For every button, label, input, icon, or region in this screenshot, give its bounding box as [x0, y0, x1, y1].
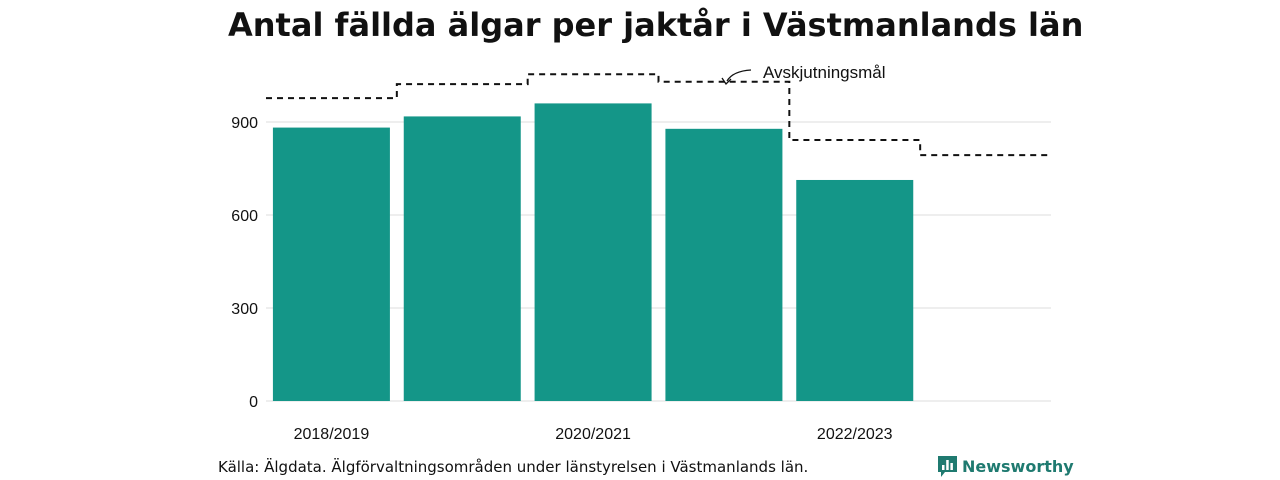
- y-tick-label-1: 300: [231, 301, 258, 318]
- y-tick-label-0: 0: [249, 394, 258, 411]
- brand-name: Newsworthy: [962, 457, 1074, 476]
- y-tick-label-3: 900: [231, 115, 258, 132]
- annotation-arrow-icon: [726, 69, 752, 82]
- y-tick-label-2: 600: [231, 208, 258, 225]
- chart-title: Antal fällda älgar per jaktår i Västmanl…: [228, 6, 1084, 44]
- brand-logo: Newsworthy: [938, 456, 1074, 477]
- bar-3: [665, 128, 783, 401]
- target-label: Avskjutningsmål: [763, 63, 886, 82]
- bar-4: [796, 179, 914, 401]
- source-note: Källa: Älgdata. Älgförvaltningsområden u…: [218, 458, 809, 476]
- x-tick-label-4: 2022/2023: [817, 426, 893, 443]
- x-tick-label-0: 2018/2019: [294, 426, 370, 443]
- target-line: [266, 73, 1051, 157]
- bars: [272, 103, 914, 402]
- x-tick-label-2: 2020/2021: [555, 426, 631, 443]
- target-step-line: [266, 73, 1051, 157]
- annotation-arrowhead-icon: [721, 77, 732, 86]
- bar-1: [403, 116, 521, 402]
- y-axis: 0 300 600 900: [231, 115, 258, 411]
- gridlines: [266, 121, 1051, 402]
- newsworthy-logo-icon: [938, 456, 957, 477]
- target-annotation: Avskjutningsmål: [721, 63, 886, 86]
- x-axis: 2018/2019 2020/2021 2022/2023: [294, 426, 893, 443]
- bar-0: [272, 127, 390, 401]
- bar-2: [534, 103, 652, 402]
